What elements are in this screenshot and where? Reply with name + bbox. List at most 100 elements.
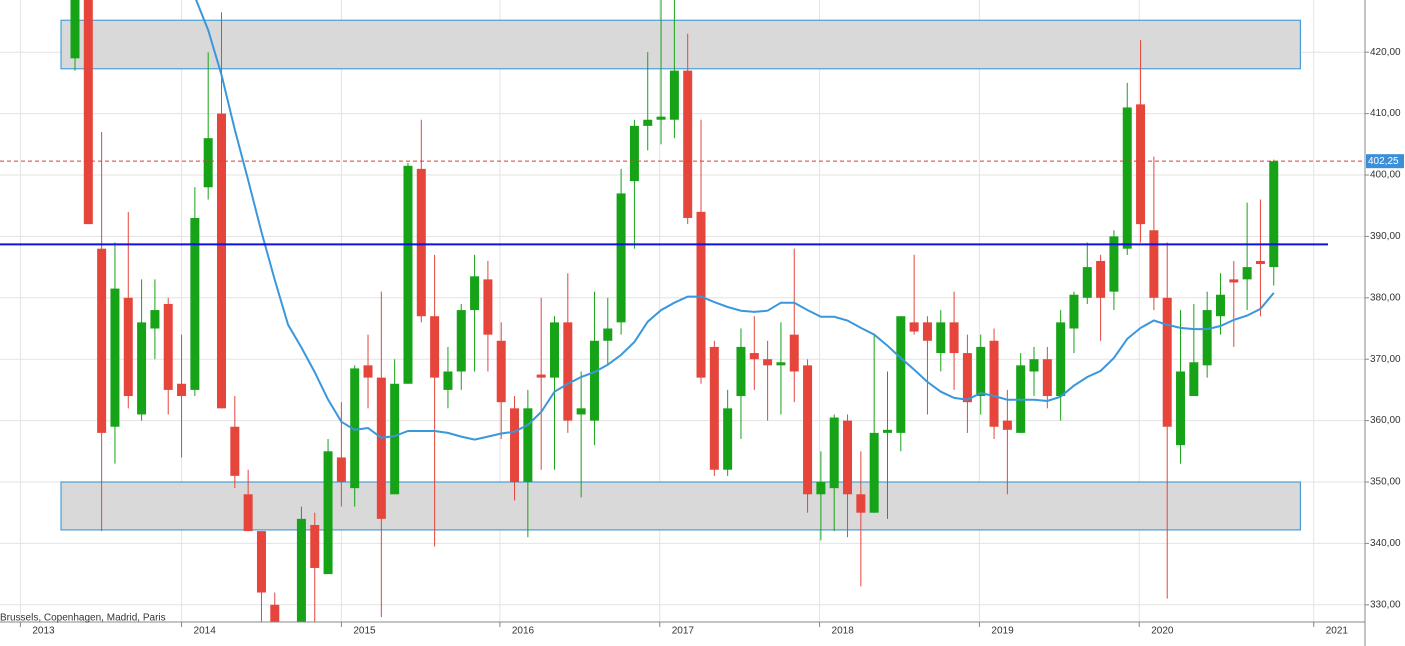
candle-body <box>709 346 719 470</box>
candle-body <box>1229 279 1239 283</box>
candle-body <box>177 383 187 397</box>
candle-body <box>1162 297 1172 427</box>
candle-body <box>856 494 866 513</box>
candle-body <box>603 328 613 341</box>
candle-body <box>1109 236 1119 292</box>
candle-body <box>1269 161 1279 268</box>
candle-body <box>350 368 360 489</box>
candle-body <box>989 340 999 427</box>
candle-body <box>456 310 466 372</box>
candle-body <box>843 420 853 495</box>
candle-body <box>336 457 346 483</box>
candle-body <box>376 377 386 519</box>
candle-body <box>1255 260 1265 265</box>
candle-body <box>829 417 839 489</box>
candle-body <box>803 365 813 495</box>
y-tick-label: 370,00 <box>1370 354 1401 365</box>
candle-body <box>1189 362 1199 397</box>
candle-body <box>443 371 453 390</box>
candle-body <box>390 383 400 495</box>
candle-body <box>150 310 160 329</box>
candle-body <box>882 429 892 433</box>
candle-body <box>310 524 320 568</box>
y-tick-label: 410,00 <box>1370 108 1401 119</box>
candle-body <box>203 138 213 188</box>
candle-body <box>869 432 879 513</box>
y-tick-label: 420,00 <box>1370 47 1401 58</box>
candle-body <box>696 211 706 378</box>
y-tick-label: 360,00 <box>1370 415 1401 426</box>
y-tick-label: 350,00 <box>1370 477 1401 488</box>
candle-body <box>163 303 173 390</box>
candle-body <box>1136 104 1146 225</box>
candle-body <box>589 340 599 421</box>
candle-body <box>123 297 133 397</box>
x-tick-label: 2018 <box>832 626 855 637</box>
x-tick-label: 2019 <box>991 626 1014 637</box>
candle-body <box>549 322 559 378</box>
candle-body <box>296 518 306 622</box>
candle-body <box>483 279 493 335</box>
candle-body <box>510 408 520 483</box>
candle-body <box>1242 267 1252 280</box>
candle-body <box>749 353 759 360</box>
candle-body <box>683 70 693 218</box>
candle-body <box>629 125 639 182</box>
source-label: Brussels, Copenhagen, Madrid, Paris <box>0 613 166 624</box>
candle-body <box>1042 359 1052 397</box>
candle-body <box>1029 359 1039 372</box>
candle-body <box>470 276 480 311</box>
candle-body <box>270 604 280 622</box>
y-tick-label: 400,00 <box>1370 170 1401 181</box>
candle-body <box>536 374 546 378</box>
candle-body <box>563 322 573 421</box>
candle-body <box>656 116 666 120</box>
candle-body <box>976 346 986 397</box>
candle-body <box>97 248 107 433</box>
candle-body <box>110 288 120 427</box>
y-tick-label: 330,00 <box>1370 599 1401 610</box>
candle-body <box>576 408 586 415</box>
candle-body <box>962 353 972 403</box>
candle-body <box>909 322 919 332</box>
candle-body <box>416 168 426 317</box>
price-label: 402,25 <box>1368 156 1399 167</box>
candle-body <box>83 0 93 225</box>
plot-area <box>60 0 1301 646</box>
candle-body <box>323 451 333 575</box>
candle-body <box>1056 322 1066 397</box>
candle-body <box>936 322 946 354</box>
candle-body <box>1215 294 1225 317</box>
x-tick-label: 2013 <box>32 626 55 637</box>
candle-body <box>137 322 147 415</box>
candle-body <box>896 316 906 433</box>
x-tick-label: 2014 <box>194 626 217 637</box>
candle-body <box>70 0 80 59</box>
x-tick-label: 2015 <box>353 626 376 637</box>
candle-body <box>243 494 253 532</box>
candle-body <box>496 340 506 403</box>
x-tick-label: 2020 <box>1151 626 1174 637</box>
candle-body <box>1176 371 1186 446</box>
x-tick-label: 2021 <box>1326 626 1349 637</box>
zone <box>60 19 1301 70</box>
candle-body <box>1149 230 1159 298</box>
candle-body <box>217 113 227 409</box>
y-tick-label: 390,00 <box>1370 231 1401 242</box>
candle-body <box>736 346 746 397</box>
candle-body <box>776 362 786 366</box>
candle-body <box>922 322 932 341</box>
candle-body <box>1082 267 1092 298</box>
candle-body <box>430 316 440 378</box>
candle-body <box>816 482 826 495</box>
candle-body <box>284 629 293 646</box>
candle-body <box>616 193 626 323</box>
candle-body <box>763 359 773 366</box>
moving-average-line <box>195 0 1275 441</box>
candle-body <box>1069 294 1079 329</box>
candle-body <box>669 70 679 120</box>
candle-body <box>1096 260 1106 298</box>
